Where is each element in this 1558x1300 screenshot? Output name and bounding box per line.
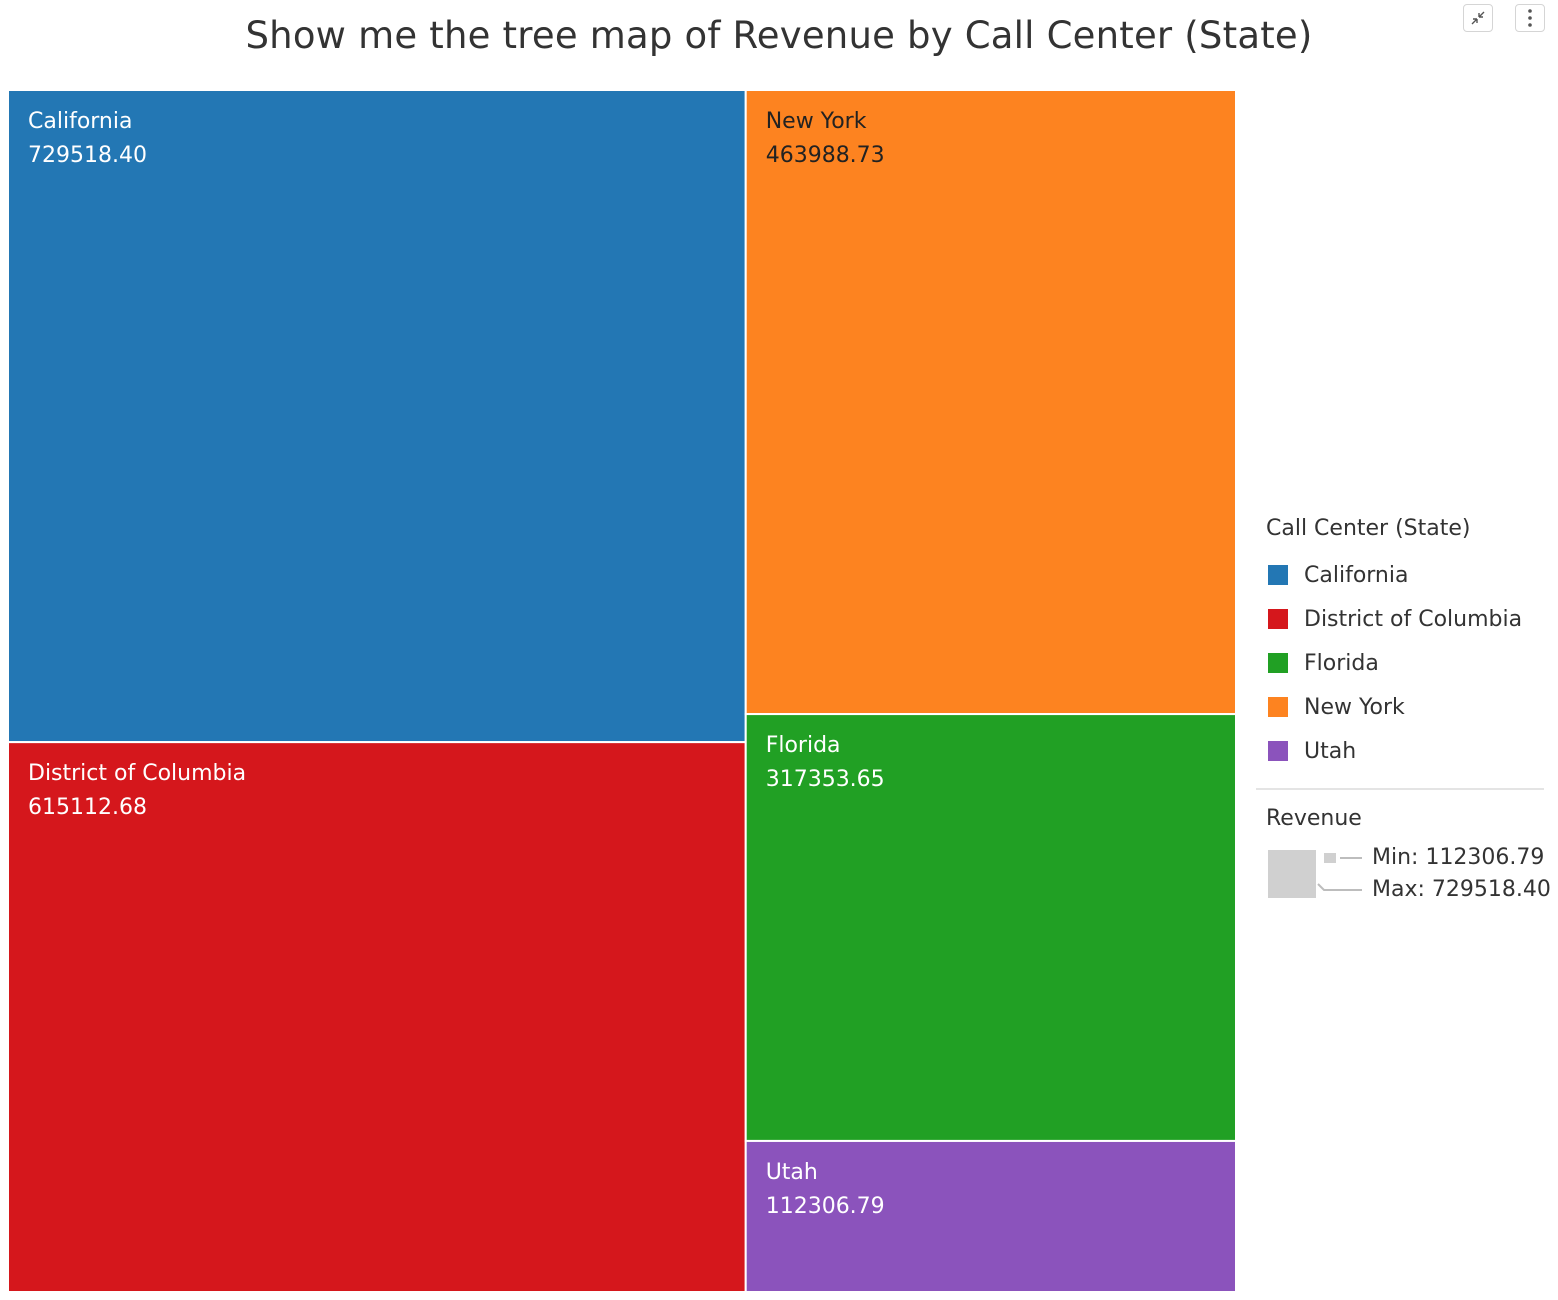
legend-item-district-of-columbia[interactable]: District of Columbia (1268, 606, 1522, 632)
treemap-tile-label: New York (766, 109, 867, 134)
treemap-tile-label: California (28, 109, 132, 134)
legend-label: New York (1304, 694, 1405, 720)
treemap-tile-florida[interactable]: Florida 317353.65 (744, 713, 1237, 1142)
treemap-rect-new-york[interactable] (744, 89, 1237, 716)
treemap-tile-value: 729518.40 (28, 143, 147, 168)
legend-swatch (1268, 741, 1288, 761)
treemap-rect-district-of-columbia[interactable] (7, 741, 747, 1293)
treemap-tile-label: Utah (766, 1160, 818, 1185)
treemap-rect-utah[interactable] (744, 1139, 1237, 1294)
legend-item-florida[interactable]: Florida (1268, 650, 1379, 676)
treemap-tile-value: 317353.65 (766, 767, 885, 792)
treemap-tile-california[interactable]: California 729518.40 (7, 89, 747, 744)
size-legend-min-square (1324, 853, 1336, 863)
collapse-arrows-icon (1471, 11, 1485, 25)
treemap-tile-value: 112306.79 (766, 1194, 885, 1219)
legend-item-california[interactable]: California (1268, 562, 1408, 588)
color-legend-title: Call Center (State) (1266, 516, 1471, 541)
legend-swatch (1268, 609, 1288, 629)
legend-swatch (1268, 565, 1288, 585)
more-vertical-icon (1528, 9, 1532, 27)
treemap-rect-california[interactable] (7, 89, 747, 744)
legend-swatch (1268, 653, 1288, 673)
size-legend-max-square (1268, 850, 1316, 898)
treemap-tile-value: 615112.68 (28, 795, 147, 820)
treemap-tile-label: District of Columbia (28, 761, 246, 786)
more-options-button[interactable] (1515, 4, 1545, 32)
treemap-tile-value: 463988.73 (766, 143, 885, 168)
treemap-tile-label: Florida (766, 733, 841, 758)
size-legend-max-line (1317, 883, 1362, 891)
size-legend-title: Revenue (1266, 806, 1362, 831)
size-legend-min-label: Min: 112306.79 (1372, 845, 1545, 870)
legend-label: Utah (1304, 738, 1357, 764)
collapse-button[interactable] (1463, 4, 1493, 32)
legend-item-new-york[interactable]: New York (1268, 694, 1405, 720)
size-legend-max-label: Max: 729518.40 (1372, 877, 1551, 902)
legend-swatch (1268, 697, 1288, 717)
legend-label: District of Columbia (1304, 606, 1523, 632)
legend-label: California (1304, 562, 1409, 588)
treemap-tile-new-york[interactable]: New York 463988.73 (744, 89, 1237, 716)
treemap-rect-florida[interactable] (744, 713, 1237, 1142)
legend-divider (1256, 788, 1544, 790)
size-legend-key (1268, 850, 1362, 898)
treemap-tile-utah[interactable]: Utah 112306.79 (744, 1139, 1237, 1294)
legend-item-utah[interactable]: Utah (1268, 738, 1356, 764)
chart-title: Show me the tree map of Revenue by Call … (245, 14, 1313, 57)
treemap-tile-district-of-columbia[interactable]: District of Columbia 615112.68 (7, 741, 747, 1293)
legend-label: Florida (1304, 650, 1379, 676)
